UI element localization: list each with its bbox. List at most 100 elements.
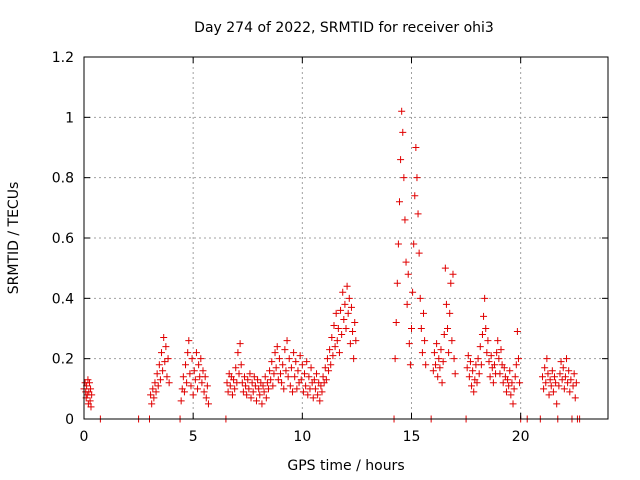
data-point bbox=[177, 397, 185, 405]
data-point bbox=[152, 388, 160, 396]
data-point bbox=[186, 370, 194, 378]
data-point bbox=[203, 382, 211, 390]
data-point bbox=[444, 325, 452, 332]
data-point bbox=[469, 367, 477, 375]
data-point bbox=[475, 370, 483, 378]
data-point bbox=[252, 397, 260, 405]
y-tick-label: 1 bbox=[65, 110, 74, 126]
data-point bbox=[159, 367, 167, 375]
data-point bbox=[539, 373, 546, 381]
data-point bbox=[245, 385, 253, 393]
data-point bbox=[155, 361, 163, 369]
x-axis-label: GPS time / hours bbox=[287, 458, 404, 474]
data-point bbox=[480, 312, 488, 320]
data-point bbox=[408, 325, 415, 332]
data-point bbox=[548, 367, 556, 375]
data-point bbox=[303, 358, 311, 366]
data-point bbox=[328, 334, 336, 342]
data-point bbox=[470, 388, 478, 396]
data-point bbox=[350, 355, 358, 363]
data-point bbox=[158, 349, 166, 357]
data-point bbox=[335, 349, 343, 357]
data-point bbox=[197, 355, 205, 363]
data-point bbox=[397, 156, 405, 164]
data-point bbox=[185, 337, 193, 345]
data-point bbox=[342, 325, 350, 332]
data-point bbox=[541, 364, 549, 372]
data-point bbox=[269, 382, 277, 390]
data-point bbox=[435, 355, 443, 363]
data-point bbox=[327, 361, 335, 369]
data-point bbox=[304, 391, 312, 399]
data-point bbox=[255, 385, 263, 393]
data-point bbox=[542, 379, 550, 387]
data-point bbox=[323, 355, 331, 363]
data-point bbox=[415, 249, 423, 257]
data-point bbox=[84, 376, 92, 384]
data-point bbox=[278, 379, 286, 387]
data-point bbox=[249, 388, 257, 396]
data-point bbox=[404, 270, 412, 278]
data-point bbox=[436, 364, 444, 372]
data-point bbox=[439, 358, 447, 366]
data-point bbox=[445, 349, 453, 357]
data-point bbox=[496, 370, 504, 378]
data-point bbox=[184, 349, 192, 357]
data-point bbox=[481, 294, 489, 302]
data-point bbox=[182, 361, 190, 369]
data-point bbox=[393, 279, 401, 287]
data-point bbox=[555, 382, 563, 390]
data-point bbox=[446, 309, 454, 317]
data-point bbox=[235, 370, 243, 378]
data-point bbox=[558, 376, 566, 384]
data-point bbox=[153, 370, 161, 378]
data-point bbox=[394, 240, 402, 248]
data-point bbox=[418, 349, 426, 357]
data-point bbox=[495, 355, 503, 363]
data-point bbox=[247, 394, 255, 402]
data-point bbox=[251, 382, 259, 390]
data-point bbox=[318, 388, 326, 396]
data-point bbox=[406, 361, 414, 369]
data-point bbox=[417, 325, 425, 332]
data-point bbox=[416, 294, 424, 302]
data-point bbox=[332, 309, 340, 317]
data-point bbox=[263, 379, 271, 387]
data-point bbox=[547, 382, 555, 390]
data-point bbox=[485, 358, 493, 366]
data-point bbox=[325, 367, 333, 375]
data-point bbox=[430, 349, 438, 357]
data-point bbox=[148, 400, 156, 408]
data-point bbox=[410, 240, 418, 248]
data-point bbox=[451, 370, 459, 378]
data-point bbox=[189, 391, 197, 399]
data-point bbox=[149, 385, 157, 393]
data-point bbox=[564, 379, 572, 387]
data-point bbox=[334, 325, 342, 332]
data-point bbox=[273, 343, 281, 351]
data-point bbox=[262, 394, 270, 402]
data-point bbox=[179, 373, 187, 381]
data-point bbox=[267, 376, 275, 384]
data-point bbox=[301, 370, 309, 378]
data-point bbox=[287, 364, 295, 372]
data-point bbox=[200, 388, 208, 396]
data-point bbox=[563, 355, 571, 363]
data-point bbox=[286, 382, 294, 390]
data-point bbox=[544, 370, 552, 378]
data-point bbox=[290, 349, 298, 357]
data-point bbox=[313, 370, 321, 378]
y-tick-label: 0.2 bbox=[52, 352, 74, 368]
data-point bbox=[464, 352, 472, 360]
data-point bbox=[343, 282, 351, 290]
data-point bbox=[561, 373, 569, 381]
data-point bbox=[279, 361, 287, 369]
data-point bbox=[447, 279, 455, 287]
data-point bbox=[282, 367, 290, 375]
data-points bbox=[80, 107, 584, 423]
data-point bbox=[326, 346, 334, 354]
data-point bbox=[188, 355, 196, 363]
data-point bbox=[473, 379, 481, 387]
x-tick-label: 10 bbox=[293, 429, 311, 445]
